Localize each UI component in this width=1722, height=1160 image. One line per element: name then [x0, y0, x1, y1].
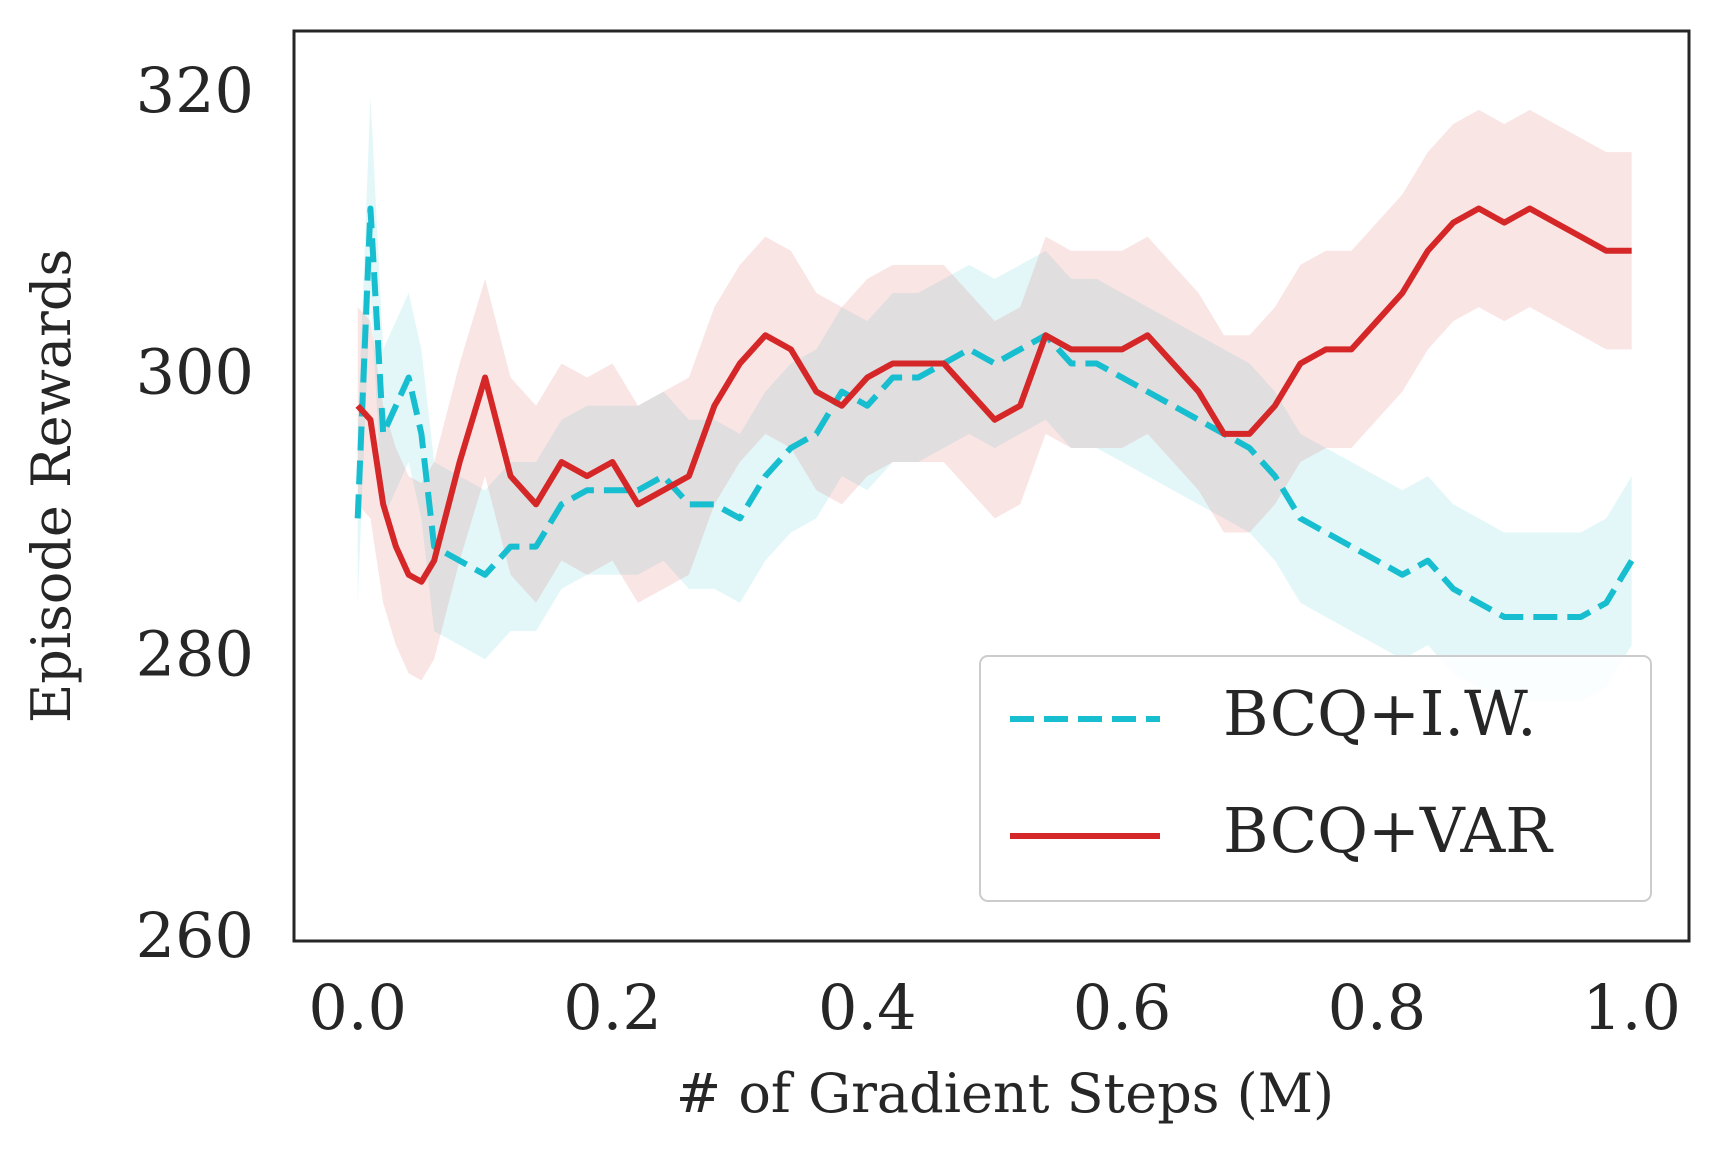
y-tick-label: 320	[136, 54, 254, 127]
confidence-band	[357, 95, 1632, 702]
series-line	[354, 205, 1635, 621]
y-axis-label: Episode Rewards	[20, 249, 83, 723]
x-tick-label: 0.6	[1073, 971, 1172, 1044]
y-tick-label: 280	[136, 617, 254, 690]
confidence-band	[357, 109, 1632, 681]
x-tick-label: 0.8	[1328, 971, 1427, 1044]
legend-label: BCQ+I.W.	[1223, 677, 1537, 750]
legend-label: BCQ+VAR	[1223, 794, 1554, 867]
y-tick-label: 300	[136, 336, 254, 409]
x-axis-label: # of Gradient Steps (M)	[676, 1062, 1334, 1125]
x-tick-label: 0.0	[308, 971, 407, 1044]
x-tick-label: 0.4	[818, 971, 917, 1044]
y-tick-label: 260	[136, 899, 254, 972]
x-tick-label: 1.0	[1582, 971, 1681, 1044]
series-line	[355, 205, 1632, 585]
plot-frame	[292, 29, 1691, 943]
x-tick-label: 0.2	[563, 971, 662, 1044]
legend: BCQ+I.W. BCQ+VAR	[979, 655, 1652, 902]
